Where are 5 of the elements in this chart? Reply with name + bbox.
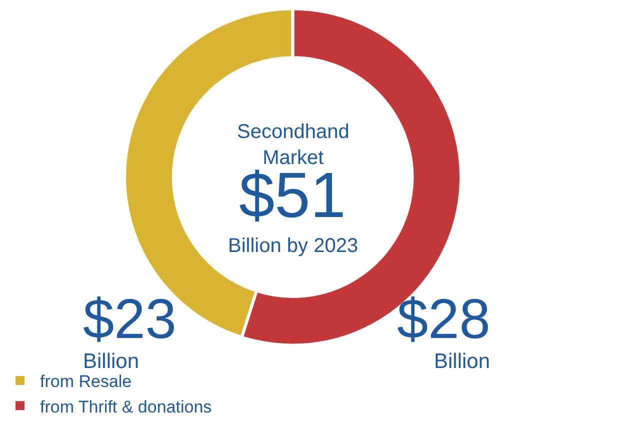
legend-label: from Thrift & donations bbox=[40, 397, 212, 416]
text: Billion by 2023 bbox=[228, 235, 358, 257]
data-label: $23 Billion bbox=[83, 287, 176, 373]
legend-label: from Resale bbox=[40, 372, 132, 392]
data-label: $28 Billion bbox=[397, 287, 490, 373]
